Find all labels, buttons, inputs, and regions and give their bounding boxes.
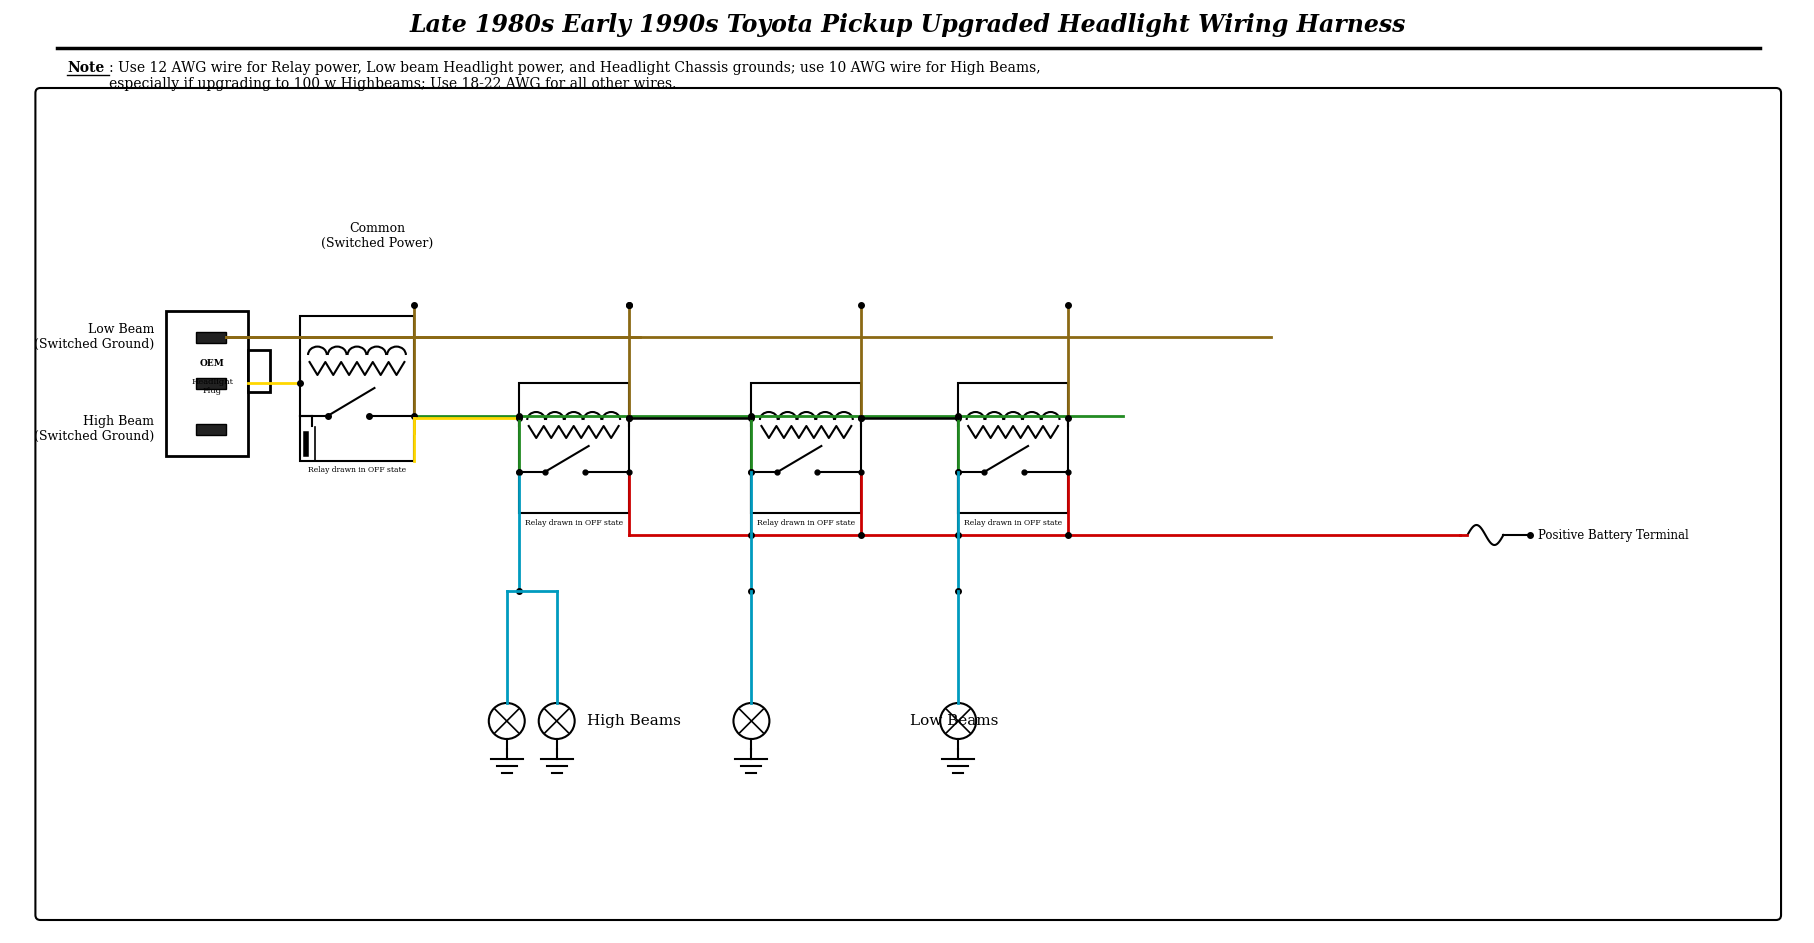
Text: Common
(Switched Power): Common (Switched Power) bbox=[321, 222, 434, 250]
Text: Low Beams: Low Beams bbox=[909, 714, 998, 728]
Text: Late 1980s Early 1990s Toyota Pickup Upgraded Headlight Wiring Harness: Late 1980s Early 1990s Toyota Pickup Upg… bbox=[410, 13, 1406, 37]
Bar bbox=[958, 383, 1067, 513]
Text: Relay drawn in OFF state: Relay drawn in OFF state bbox=[756, 519, 854, 527]
Text: : Use 12 AWG wire for Relay power, Low beam Headlight power, and Headlight Chass: : Use 12 AWG wire for Relay power, Low b… bbox=[109, 61, 1041, 91]
Bar bbox=[751, 383, 862, 513]
Text: Relay drawn in OFF state: Relay drawn in OFF state bbox=[524, 519, 622, 527]
Text: High Beam
(Switched Ground): High Beam (Switched Ground) bbox=[34, 415, 154, 443]
Text: Headlight
Plug: Headlight Plug bbox=[190, 378, 232, 395]
Bar bbox=[299, 316, 414, 460]
Bar bbox=[519, 383, 628, 513]
Text: Positive Battery Terminal: Positive Battery Terminal bbox=[1538, 528, 1689, 541]
Bar bbox=[249, 350, 270, 392]
Text: OEM: OEM bbox=[200, 358, 225, 368]
Bar bbox=[167, 310, 249, 455]
Bar bbox=[196, 377, 227, 389]
Bar bbox=[196, 423, 227, 435]
Text: High Beams: High Beams bbox=[586, 714, 680, 728]
Text: Relay drawn in OFF state: Relay drawn in OFF state bbox=[308, 467, 406, 474]
Bar bbox=[196, 332, 227, 342]
Text: Low Beam
(Switched Ground): Low Beam (Switched Ground) bbox=[34, 323, 154, 351]
Text: Relay drawn in OFF state: Relay drawn in OFF state bbox=[963, 519, 1061, 527]
Text: Note: Note bbox=[67, 61, 105, 75]
FancyBboxPatch shape bbox=[36, 88, 1780, 920]
